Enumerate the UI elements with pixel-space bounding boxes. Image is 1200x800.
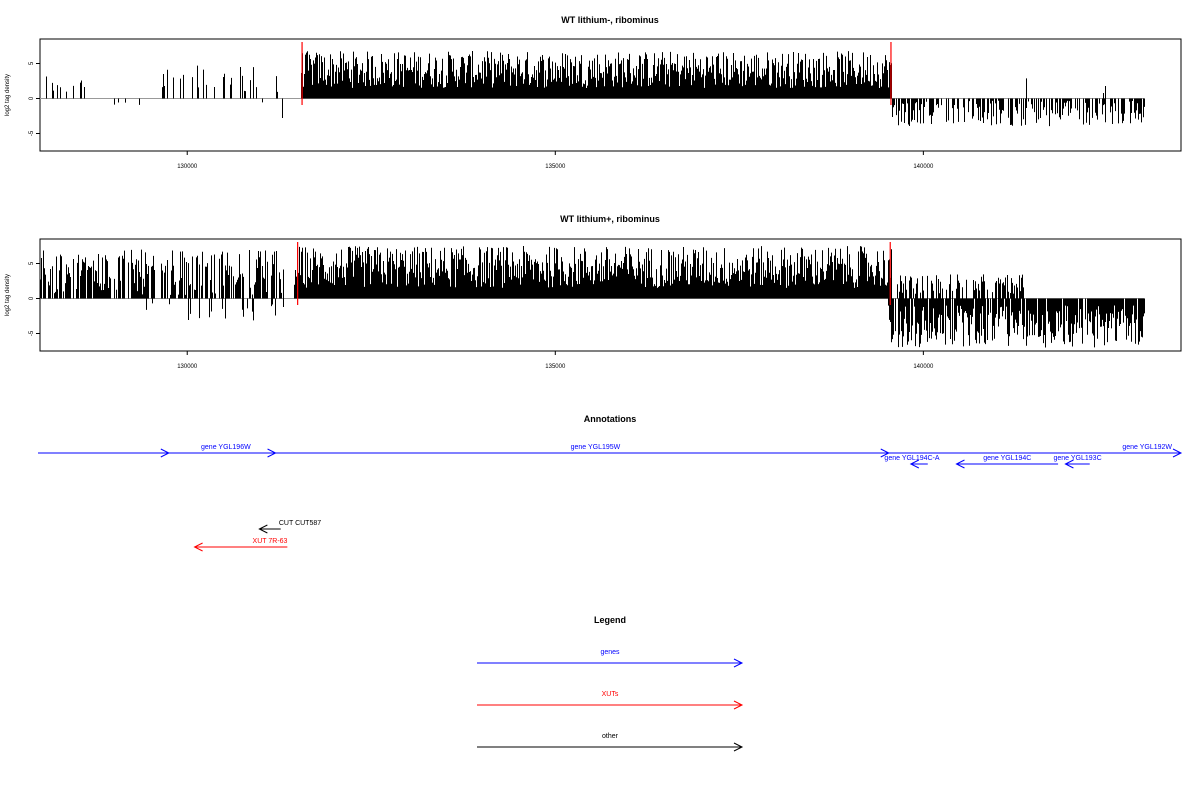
legend-label: other: [602, 733, 619, 740]
legend-arrowhead: [733, 700, 744, 710]
axes: 130000 135000 140000 -5 0 5: [29, 61, 934, 170]
x-tick-label: 130000: [177, 164, 198, 170]
feature-label: gene YGL193C: [1054, 455, 1102, 462]
x-tick-label: 140000: [913, 164, 934, 170]
annotation-feature: gene YGL192W: [38, 444, 1183, 458]
panel-title: WT lithium-, ribominus: [561, 15, 659, 25]
feature-label: gene YGL192W: [1122, 444, 1172, 451]
x-tick-label: 140000: [913, 364, 934, 370]
legend-item: XUTs: [477, 691, 744, 710]
feature-label: gene YGL194C-A: [884, 455, 939, 462]
legend: Legend genes XUTs other: [477, 615, 744, 752]
legend-label: XUTs: [602, 691, 619, 698]
signal-bars: [40, 50, 1145, 127]
annotation-track: Annotations gene YGL196W gene YGL195W gene…: [38, 414, 1183, 552]
y-tick-label: 0: [29, 296, 35, 300]
legend-item: genes: [477, 649, 744, 668]
feature-arrowhead: [1064, 459, 1074, 469]
feature-arrowhead: [909, 459, 920, 469]
y-tick-label: 5: [29, 261, 35, 265]
feature-label: gene YGL195W: [571, 444, 621, 451]
annotation-feature: gene YGL193C: [1054, 455, 1102, 469]
track-panel-lithium-plus: WT lithium+, ribominus log2 tag density …: [5, 214, 1182, 370]
y-tick-label: -5: [29, 130, 35, 136]
annotation-features: gene YGL196W gene YGL195W gene YGL192W gene…: [38, 444, 1183, 552]
feature-label: XUT 7R-63: [253, 538, 288, 545]
panel-title: WT lithium+, ribominus: [560, 214, 660, 224]
y-tick-label: 0: [29, 96, 35, 100]
y-axis-label: log2 tag density: [5, 274, 11, 316]
annotation-feature: gene YGL196W: [176, 444, 277, 458]
feature-arrowhead: [258, 524, 268, 534]
x-tick-label: 135000: [545, 364, 566, 370]
feature-arrowhead: [1172, 448, 1183, 458]
feature-label: CUT CUT587: [279, 520, 321, 527]
legend-arrowhead: [733, 742, 744, 752]
annotation-feature: CUT CUT587: [258, 520, 321, 534]
feature-arrowhead: [955, 459, 965, 469]
boundary-markers: [297, 242, 891, 305]
boundary-markers: [301, 42, 892, 105]
annotation-feature: gene YGL194C-A: [884, 455, 940, 469]
plot-frame: [39, 38, 1182, 152]
legend-item: other: [477, 733, 744, 752]
legend-arrowhead: [733, 658, 744, 668]
axes: 130000 135000 140000 -5 0 5: [29, 261, 934, 370]
y-tick-label: -5: [29, 330, 35, 336]
annotation-feature: gene YGL194C: [955, 455, 1059, 469]
legend-label: genes: [600, 649, 620, 656]
legend-title: Legend: [594, 615, 626, 625]
x-tick-label: 135000: [545, 164, 566, 170]
feature-label: gene YGL194C: [983, 455, 1031, 462]
annotation-feature: XUT 7R-63: [193, 538, 288, 552]
y-tick-label: 5: [29, 61, 35, 65]
track-panel-lithium-minus: WT lithium-, ribominus log2 tag density …: [5, 15, 1182, 170]
feature-label: gene YGL196W: [201, 444, 251, 451]
annotations-title: Annotations: [584, 414, 637, 424]
annotation-feature: gene YGL195W: [302, 444, 890, 458]
x-tick-label: 130000: [177, 364, 198, 370]
signal-bars: [40, 246, 1145, 348]
y-axis-label: log2 tag density: [5, 74, 11, 116]
legend-items: genes XUTs other: [477, 649, 744, 752]
feature-arrowhead: [193, 542, 203, 552]
